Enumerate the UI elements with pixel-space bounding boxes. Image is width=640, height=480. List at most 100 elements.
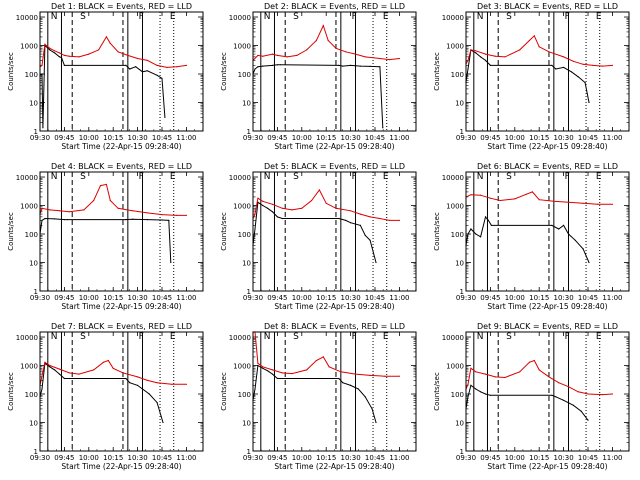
data-point-events	[364, 234, 366, 236]
data-point-events	[58, 373, 61, 375]
data-point-lld	[296, 54, 298, 57]
data-point-lld	[49, 364, 51, 367]
x-tick-label: 10:15	[103, 294, 123, 302]
data-point-events	[359, 65, 361, 67]
x-tick-label: 10:00	[292, 454, 312, 462]
x-tick-label: 10:00	[505, 294, 525, 302]
x-tick-label: 10:00	[79, 454, 99, 462]
data-point-lld	[315, 39, 317, 42]
data-point-lld	[587, 393, 589, 395]
data-point-lld	[602, 394, 604, 396]
data-point-events	[164, 116, 166, 118]
data-point-lld	[262, 55, 264, 57]
x-tick-label: 10:45	[152, 454, 172, 462]
data-point-events	[257, 364, 259, 367]
data-point-events	[262, 204, 264, 207]
x-tick-label: 09:45	[267, 454, 287, 462]
data-point-lld	[306, 369, 308, 371]
data-point-lld	[354, 373, 357, 375]
data-point-lld	[306, 49, 308, 51]
data-point-lld	[78, 373, 80, 375]
x-axis-label: Start Time (22-Apr-15 09:28:40)	[61, 462, 181, 471]
data-point-lld	[369, 374, 371, 376]
data-point-events	[350, 222, 352, 224]
data-point-events	[558, 228, 560, 230]
data-point-lld	[519, 371, 521, 373]
data-point-events	[54, 52, 56, 54]
data-point-lld	[185, 214, 187, 216]
x-tick-label: 09:30	[456, 294, 476, 302]
data-point-lld	[572, 60, 575, 62]
data-point-events	[146, 70, 148, 72]
data-point-events	[577, 76, 579, 78]
data-point-lld	[494, 55, 496, 57]
phase-marker-n: N	[51, 172, 58, 182]
x-tick-label: 10:00	[292, 294, 312, 302]
data-point-events	[63, 377, 65, 380]
data-point-lld	[525, 193, 528, 195]
series-line-events	[252, 364, 377, 423]
data-point-events	[262, 65, 264, 67]
plot-frame	[252, 331, 417, 452]
series-line-events	[39, 217, 172, 263]
data-point-lld	[528, 361, 531, 363]
y-tick-label: 10	[29, 100, 38, 108]
data-point-lld	[533, 35, 535, 37]
data-point-events	[475, 233, 477, 235]
x-tick-label: 10:15	[103, 134, 123, 142]
chart-title: Det 5: BLACK = Events, RED = LLD	[264, 162, 405, 171]
data-point-events	[41, 73, 43, 75]
y-tick-label: 1	[460, 288, 464, 296]
data-point-lld	[548, 51, 550, 53]
phase-marker-f: F	[139, 332, 144, 342]
y-tick-label: 100	[451, 391, 464, 399]
x-tick-label: 10:30	[128, 294, 148, 302]
data-point-lld	[78, 56, 80, 58]
data-point-lld	[563, 56, 565, 58]
data-point-events	[54, 369, 56, 371]
x-tick-label: 10:00	[79, 294, 99, 302]
data-point-lld	[117, 51, 119, 53]
data-point-lld	[102, 361, 104, 363]
y-tick-label: 1	[34, 448, 38, 456]
y-axis-label: Counts/sec	[220, 212, 228, 251]
data-point-events	[475, 388, 477, 390]
phase-marker-s: S	[80, 12, 86, 22]
x-tick-label: 10:45	[152, 294, 172, 302]
data-point-lld	[109, 199, 111, 202]
data-point-lld	[83, 209, 85, 211]
y-tick-label: 100	[25, 391, 38, 399]
x-axis-label: Start Time (22-Apr-15 09:28:40)	[487, 462, 607, 471]
x-tick-label: 09:30	[456, 134, 476, 142]
phase-marker-f: F	[139, 172, 144, 182]
data-point-events	[168, 219, 170, 221]
y-tick-label: 10	[455, 260, 464, 268]
data-point-events	[345, 219, 347, 221]
x-tick-label: 09:30	[243, 454, 263, 462]
data-point-lld	[257, 54, 259, 57]
y-tick-label: 1000	[446, 43, 464, 51]
y-tick-label: 10	[242, 100, 251, 108]
data-point-events	[375, 421, 377, 424]
x-tick-label: 10:15	[103, 454, 123, 462]
data-point-events	[480, 236, 482, 238]
x-tick-label: 09:45	[54, 454, 74, 462]
data-point-events	[49, 366, 51, 368]
data-point-lld	[291, 209, 293, 211]
chart-title: Det 1: BLACK = Events, RED = LLD	[51, 2, 192, 11]
phase-marker-e: E	[383, 12, 389, 22]
phase-marker-n: N	[264, 12, 271, 22]
y-axis-label: Counts/sec	[220, 372, 228, 411]
x-tick-label: 10:45	[578, 294, 598, 302]
data-point-lld	[398, 57, 400, 60]
data-point-events	[42, 127, 44, 129]
x-tick-label: 10:30	[554, 454, 574, 462]
data-point-events	[350, 384, 352, 386]
x-tick-label: 10:45	[365, 134, 385, 142]
data-point-lld	[533, 359, 535, 362]
data-point-lld	[467, 383, 469, 385]
phase-marker-f: F	[565, 12, 570, 22]
data-point-events	[161, 77, 163, 79]
